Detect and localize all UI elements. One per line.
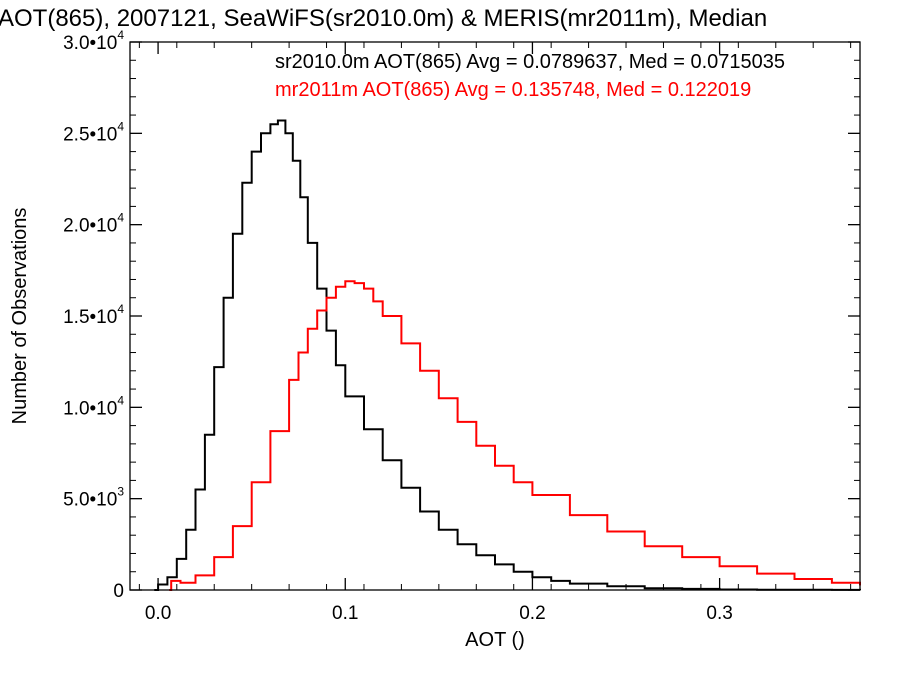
y-tick-label: 1.0•104: [63, 393, 124, 419]
y-tick-label: 3.0•104: [63, 28, 124, 54]
y-axis-ticks: 0 5.0•103 1.0•104 1.5•104 2.0•104 2.5•104 3.0•…: [63, 28, 860, 602]
chart-title: AOT(865), 2007121, SeaWiFS(sr2010.0m) & …: [0, 5, 767, 32]
y-tick-label: 0: [113, 581, 124, 602]
y-tick-label: 2.5•104: [63, 119, 124, 145]
x-tick-label: 0.3: [706, 603, 732, 624]
plot-frame: [129, 41, 861, 591]
x-tick-label: 0.2: [519, 603, 545, 624]
x-tick-label: 0.0: [145, 603, 171, 624]
x-axis-label: AOT (): [465, 629, 525, 651]
legend-entry-sr2010: sr2010.0m AOT(865) Avg = 0.0789637, Med …: [275, 51, 785, 73]
legend-entry-mr2011: mr2011m AOT(865) Avg = 0.135748, Med = 0…: [275, 79, 751, 101]
y-tick-label: 2.0•104: [63, 211, 124, 237]
y-tick-label: 1.5•104: [63, 302, 124, 328]
y-tick-label: 5.0•103: [63, 485, 124, 511]
x-tick-label: 0.1: [332, 603, 358, 624]
x-axis-ticks: 0.0 0.1 0.2 0.3: [138, 42, 852, 624]
series-group: [154, 119, 861, 591]
series-line-1: [169, 280, 861, 591]
y-axis-label: Number of Observations: [9, 208, 31, 425]
series-line-0: [154, 119, 861, 591]
